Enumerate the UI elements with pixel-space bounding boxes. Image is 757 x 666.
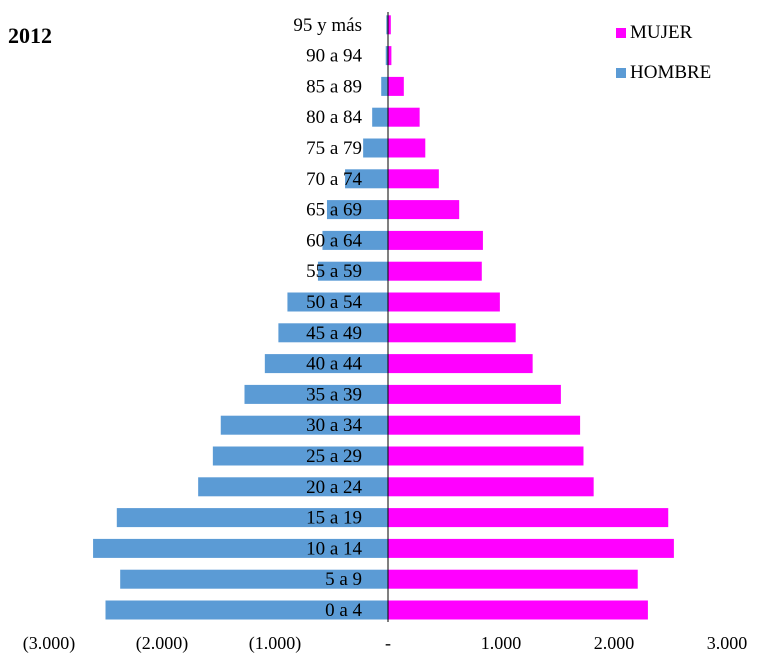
age-group-label: 45 a 49	[306, 323, 362, 344]
bar-hombre	[212, 446, 388, 466]
age-group-label: 40 a 44	[306, 354, 362, 375]
legend-swatch-mujer	[616, 28, 626, 38]
bar-mujer	[388, 446, 584, 466]
x-tick-label: 2.000	[594, 633, 635, 653]
bar-mujer	[388, 261, 482, 281]
bar-mujer	[388, 538, 674, 558]
age-group-label: 25 a 29	[306, 446, 362, 467]
age-group-label: 60 a 64	[306, 230, 362, 251]
bar-hombre	[220, 415, 388, 435]
bar-mujer	[388, 138, 426, 158]
age-group-label: 15 a 19	[306, 508, 362, 529]
bar-mujer	[388, 600, 648, 620]
age-group-label: 90 a 94	[306, 46, 362, 67]
x-tick-label: -	[385, 633, 391, 653]
age-group-label: 85 a 89	[306, 76, 362, 97]
age-group-label: 95 y más	[293, 15, 362, 36]
x-axis-ticks: (3.000) (2.000) (1.000) - 1.000 2.000 3.000	[23, 633, 748, 654]
x-tick-label: (3.000)	[23, 633, 76, 654]
bar-hombre	[345, 169, 388, 189]
age-group-label: 75 a 79	[306, 138, 362, 159]
legend-label-mujer: MUJER	[630, 22, 693, 43]
bar-hombre	[385, 46, 388, 66]
age-group-label: 0 a 4	[325, 600, 362, 621]
bar-mujer	[388, 15, 391, 35]
bar-hombre	[386, 15, 388, 35]
bar-hombre	[120, 569, 388, 589]
age-group-label: 65 a 69	[306, 200, 362, 221]
x-tick-label: (1.000)	[249, 633, 302, 654]
legend-swatch-hombre	[616, 68, 626, 78]
age-group-label: 70 a 74	[306, 169, 362, 190]
bar-hombre	[326, 200, 388, 220]
legend-label-hombre: HOMBRE	[630, 62, 711, 83]
age-group-label: 5 a 9	[325, 569, 362, 590]
bar-mujer	[388, 477, 594, 497]
bar-mujer	[388, 107, 420, 127]
age-group-label: 55 a 59	[306, 261, 362, 282]
bar-mujer	[388, 569, 638, 589]
x-tick-label: 1.000	[481, 633, 522, 653]
bar-hombre	[317, 261, 388, 281]
bar-hombre	[105, 600, 388, 620]
bar-mujer	[388, 323, 516, 343]
bar-hombre	[363, 138, 388, 158]
bar-hombre	[116, 508, 389, 528]
bar-mujer	[388, 292, 500, 312]
age-group-label: 80 a 84	[306, 107, 362, 128]
age-group-label: 20 a 24	[306, 477, 362, 498]
series-hombre	[93, 15, 389, 620]
chart-title: 2012	[8, 23, 52, 48]
bar-hombre	[372, 107, 388, 127]
age-group-label: 30 a 34	[306, 415, 362, 436]
x-tick-label: 3.000	[707, 633, 748, 653]
bar-mujer	[388, 230, 483, 250]
bar-mujer	[388, 200, 460, 220]
x-tick-label: (2.000)	[136, 633, 189, 654]
bar-hombre	[198, 477, 388, 497]
bar-mujer	[388, 169, 439, 189]
bar-mujer	[388, 46, 392, 66]
bar-mujer	[388, 508, 669, 528]
bar-hombre	[244, 384, 388, 404]
bar-hombre	[93, 538, 388, 558]
bar-hombre	[381, 76, 388, 96]
series-mujer	[388, 15, 674, 620]
bar-hombre	[322, 230, 388, 250]
bar-mujer	[388, 384, 561, 404]
bar-hombre	[278, 323, 388, 343]
bar-hombre	[287, 292, 388, 312]
bar-mujer	[388, 354, 533, 374]
bar-hombre	[264, 354, 388, 374]
age-group-label: 50 a 54	[306, 292, 362, 313]
legend: MUJER HOMBRE	[616, 22, 711, 83]
age-group-labels: 0 a 4 5 a 9 10 a 14 15 a 19 20 a 24 25 a 29 30…	[293, 15, 362, 621]
age-group-label: 35 a 39	[306, 384, 362, 405]
bar-mujer	[388, 415, 581, 435]
bar-mujer	[388, 76, 404, 96]
age-group-label: 10 a 14	[306, 538, 362, 559]
